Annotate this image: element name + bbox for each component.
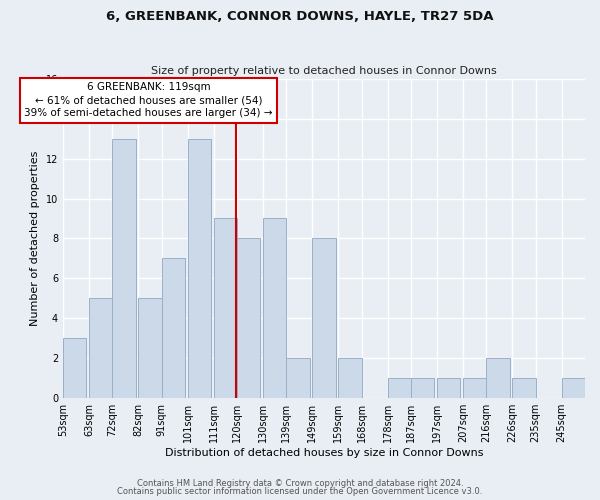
Bar [388, 378, 411, 398]
Title: Size of property relative to detached houses in Connor Downs: Size of property relative to detached ho… [151, 66, 497, 76]
Bar [161, 258, 185, 398]
Bar [486, 358, 509, 398]
Bar [463, 378, 486, 398]
Bar [63, 338, 86, 398]
Bar [312, 238, 335, 398]
Text: Contains public sector information licensed under the Open Government Licence v3: Contains public sector information licen… [118, 487, 482, 496]
Bar [237, 238, 260, 398]
Bar [562, 378, 585, 398]
Bar [512, 378, 536, 398]
Text: 6, GREENBANK, CONNOR DOWNS, HAYLE, TR27 5DA: 6, GREENBANK, CONNOR DOWNS, HAYLE, TR27 … [106, 10, 494, 23]
Bar [188, 139, 211, 398]
Bar [286, 358, 310, 398]
Text: Contains HM Land Registry data © Crown copyright and database right 2024.: Contains HM Land Registry data © Crown c… [137, 478, 463, 488]
Bar [112, 139, 136, 398]
Bar [138, 298, 161, 398]
Bar [89, 298, 112, 398]
Bar [214, 218, 237, 398]
Bar [338, 358, 362, 398]
Bar [411, 378, 434, 398]
Text: 6 GREENBANK: 119sqm
← 61% of detached houses are smaller (54)
39% of semi-detach: 6 GREENBANK: 119sqm ← 61% of detached ho… [25, 82, 273, 118]
Y-axis label: Number of detached properties: Number of detached properties [30, 150, 40, 326]
X-axis label: Distribution of detached houses by size in Connor Downs: Distribution of detached houses by size … [165, 448, 483, 458]
Bar [437, 378, 460, 398]
Bar [263, 218, 286, 398]
